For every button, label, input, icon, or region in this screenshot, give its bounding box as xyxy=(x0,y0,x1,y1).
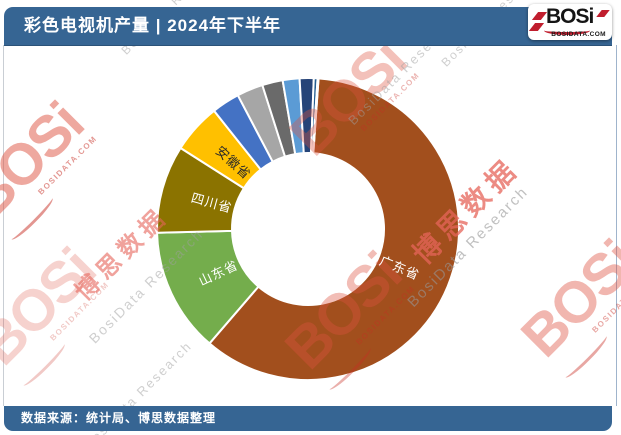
logo-swoosh xyxy=(544,26,590,35)
footer-bar: 数据来源：统计局、博思数据整理 xyxy=(4,406,612,431)
logo-brand-text: BOSi xyxy=(546,5,594,28)
bosi-logo: BOSi BOSIDATA.COM xyxy=(528,4,612,40)
data-source-text: 数据来源：统计局、博思数据整理 xyxy=(21,411,217,425)
logo-stripe-icon xyxy=(596,10,610,17)
title-bar: 彩色电视机产量 | 2024年下半年 xyxy=(4,7,612,46)
chart-plot-area xyxy=(3,45,617,406)
logo-stripe-icon xyxy=(528,23,545,31)
donut-chart xyxy=(156,77,460,381)
pie-slice-11 xyxy=(311,77,320,155)
pie-slice-1 xyxy=(208,77,460,381)
page-title: 彩色电视机产量 | 2024年下半年 xyxy=(24,16,282,35)
logo-stripe-icon xyxy=(531,12,548,20)
logo-domain-text: BOSIDATA.COM xyxy=(551,31,606,38)
